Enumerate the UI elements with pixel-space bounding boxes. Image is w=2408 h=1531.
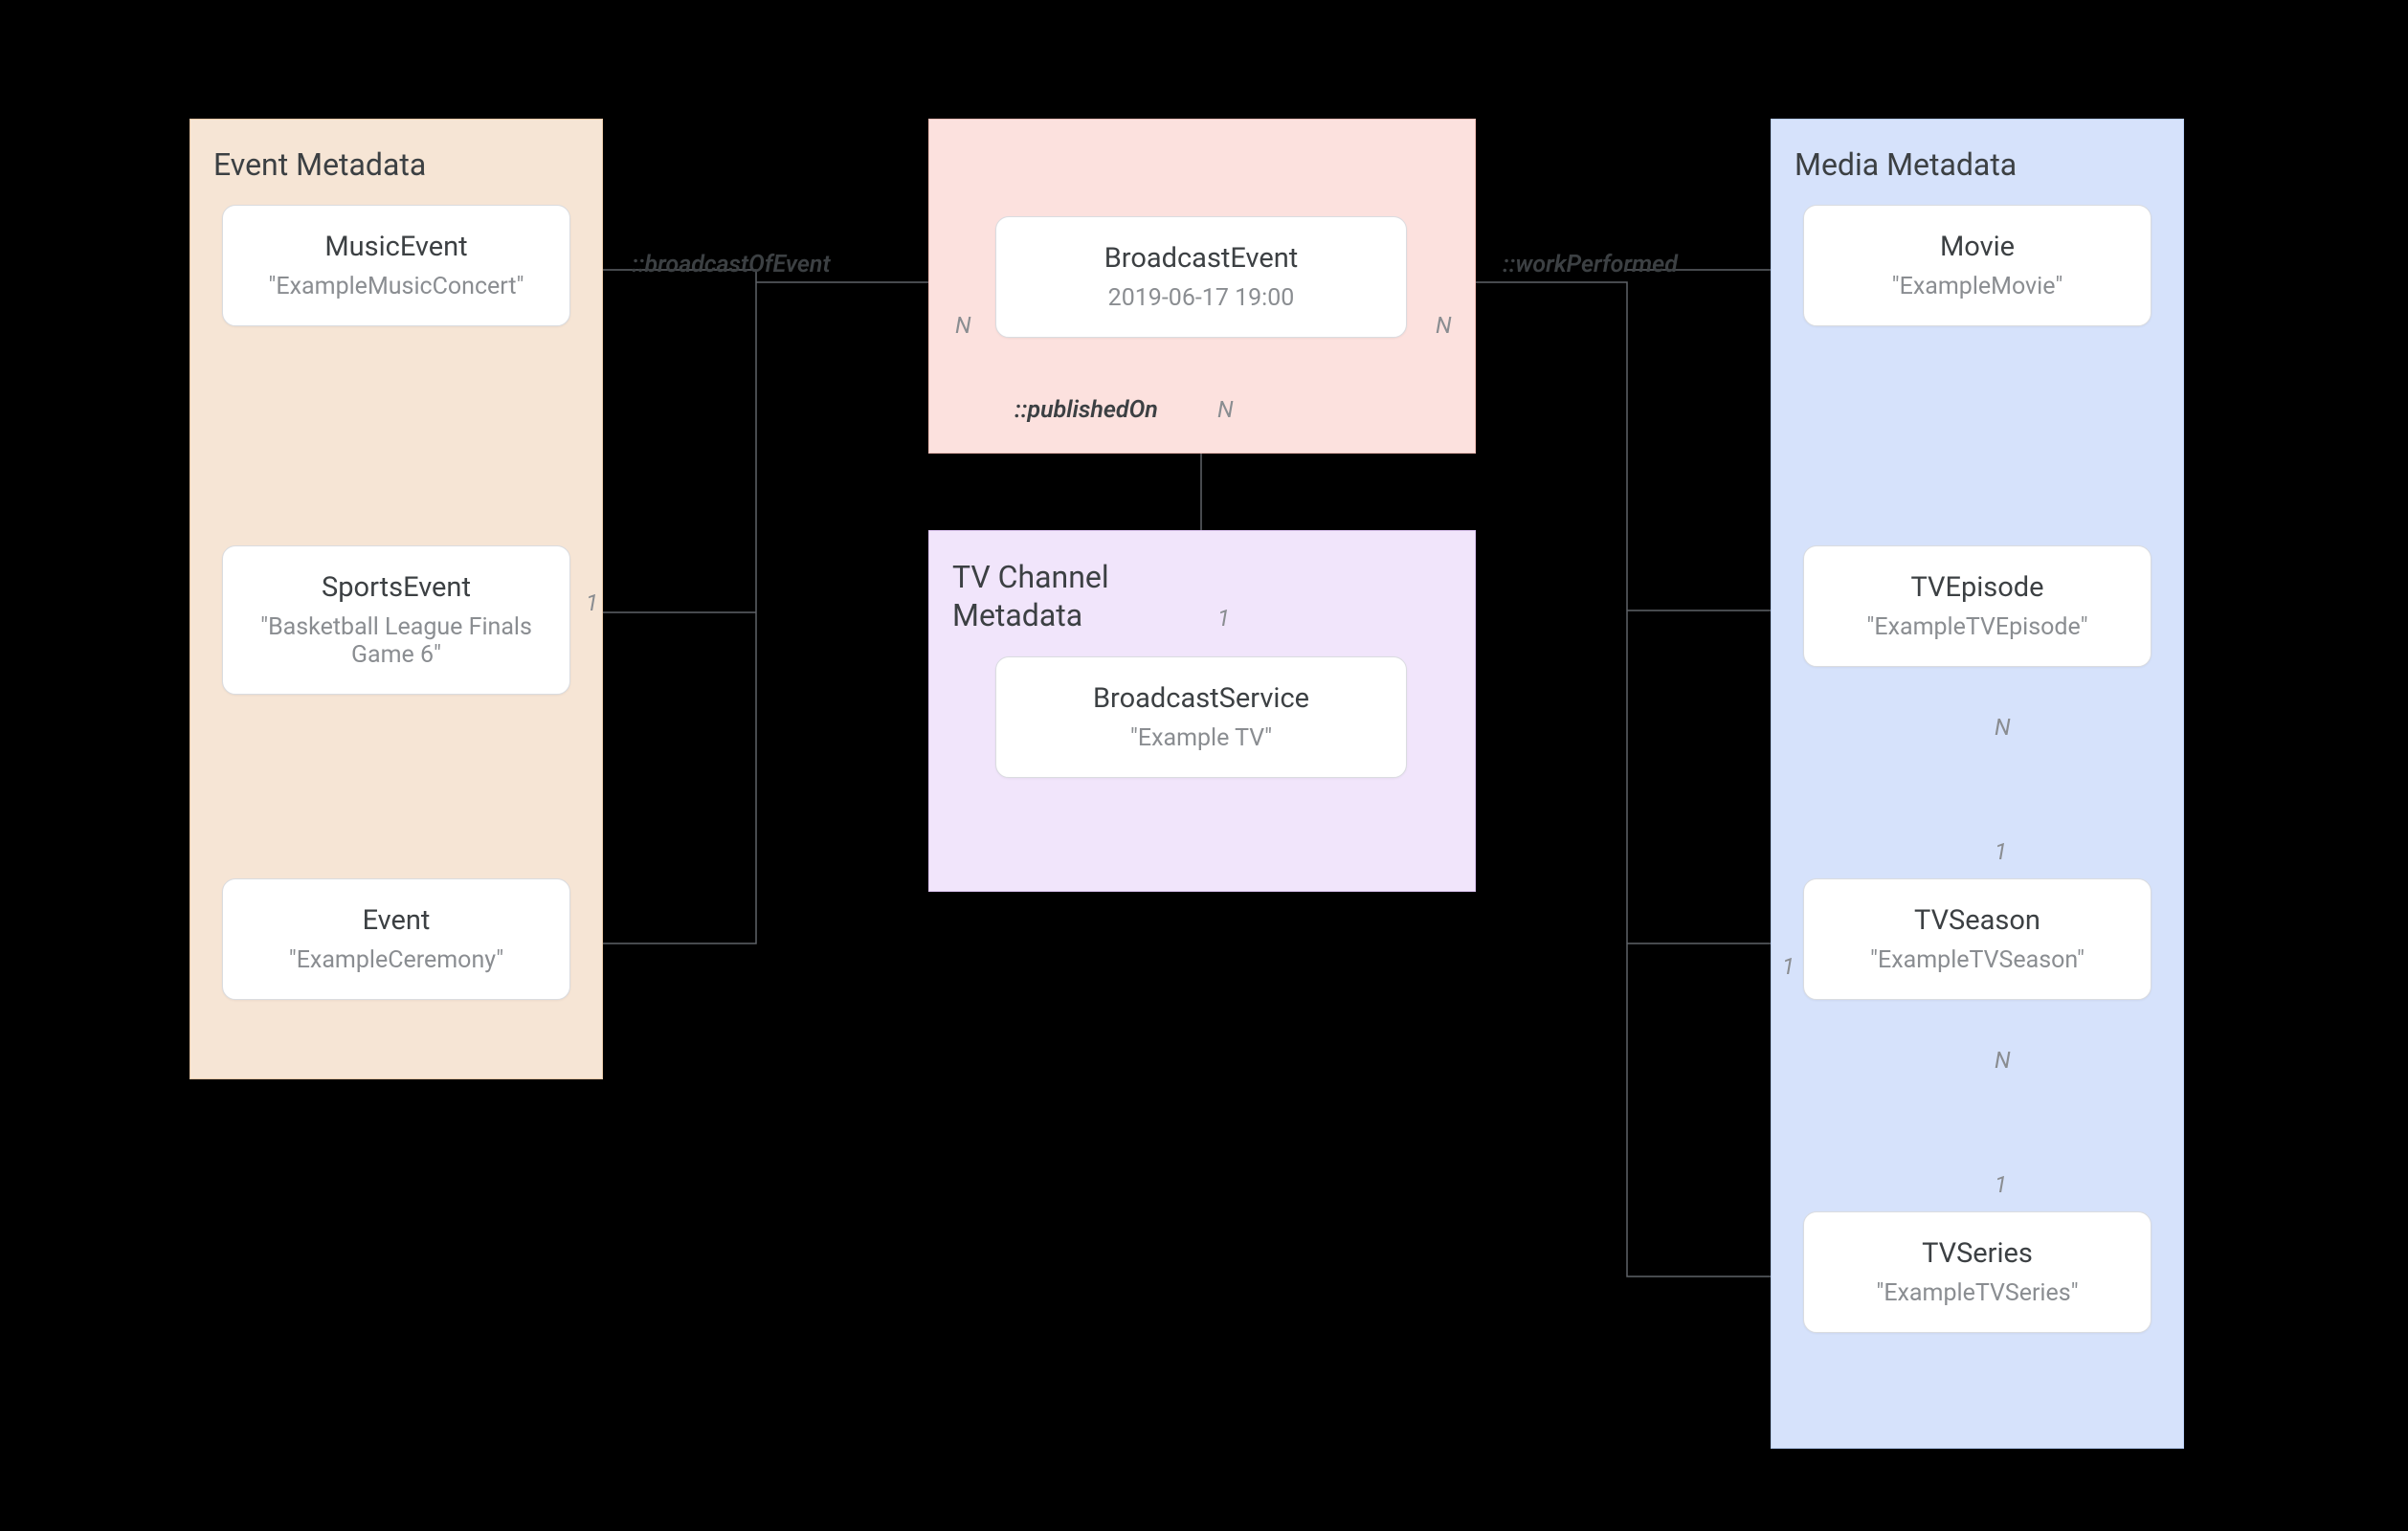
card-broadcast-right-n: N	[1436, 312, 1452, 339]
node-sub: "Example TV"	[1015, 724, 1387, 752]
node-title: SportsEvent	[242, 571, 550, 604]
card-sports-1: 1	[586, 589, 598, 616]
event-node: Event "ExampleCeremony"	[222, 878, 570, 1000]
sports-event-node: SportsEvent "Basketball League Finals Ga…	[222, 545, 570, 695]
event-group-title: Event Metadata	[213, 146, 579, 183]
work-performed-label: ::workPerformed	[1503, 251, 1678, 278]
channel-group-title: TV Channel Metadata	[952, 558, 1163, 634]
node-sub: "ExampleMovie"	[1823, 273, 2131, 300]
node-title: Event	[242, 904, 550, 937]
node-title: TVSeason	[1823, 904, 2131, 937]
movie-node: Movie "ExampleMovie"	[1803, 205, 2152, 326]
node-sub: "Basketball League Finals Game 6"	[242, 613, 550, 669]
diagram-canvas: Event Metadata TV Channel Metadata Media…	[0, 0, 2408, 1531]
node-title: BroadcastEvent	[1015, 242, 1387, 275]
broadcast-of-event-label: ::broadcastOfEvent	[632, 251, 831, 278]
media-group-title: Media Metadata	[1795, 146, 2160, 183]
node-sub: "ExampleCeremony"	[242, 946, 550, 974]
node-sub: "ExampleTVSeries"	[1823, 1279, 2131, 1307]
card-broadcast-left-n: N	[955, 312, 971, 339]
card-season-top-1: 1	[1995, 838, 2007, 865]
card-series-top-1: 1	[1995, 1171, 2007, 1198]
tv-season-node: TVSeason "ExampleTVSeason"	[1803, 878, 2152, 1000]
card-broadcast-bottom-n: N	[1217, 396, 1234, 423]
node-sub: "ExampleTVEpisode"	[1823, 613, 2131, 641]
node-title: BroadcastService	[1015, 682, 1387, 715]
node-sub: "ExampleMusicConcert"	[242, 273, 550, 300]
broadcast-event-node: BroadcastEvent 2019-06-17 19:00	[995, 216, 1407, 338]
broadcast-service-node: BroadcastService "Example TV"	[995, 656, 1407, 778]
tv-series-node: TVSeries "ExampleTVSeries"	[1803, 1211, 2152, 1333]
node-sub: 2019-06-17 19:00	[1015, 284, 1387, 312]
card-episode-bottom-n: N	[1995, 714, 2011, 741]
card-season-left-1: 1	[1782, 953, 1795, 980]
node-sub: "ExampleTVSeason"	[1823, 946, 2131, 974]
tv-episode-node: TVEpisode "ExampleTVEpisode"	[1803, 545, 2152, 667]
music-event-node: MusicEvent "ExampleMusicConcert"	[222, 205, 570, 326]
node-title: TVSeries	[1823, 1237, 2131, 1270]
node-title: MusicEvent	[242, 231, 550, 263]
published-on-label: ::publishedOn	[1014, 396, 1158, 424]
node-title: TVEpisode	[1823, 571, 2131, 604]
card-season-bottom-n: N	[1995, 1047, 2011, 1074]
node-title: Movie	[1823, 231, 2131, 263]
card-service-top-1: 1	[1217, 605, 1230, 632]
